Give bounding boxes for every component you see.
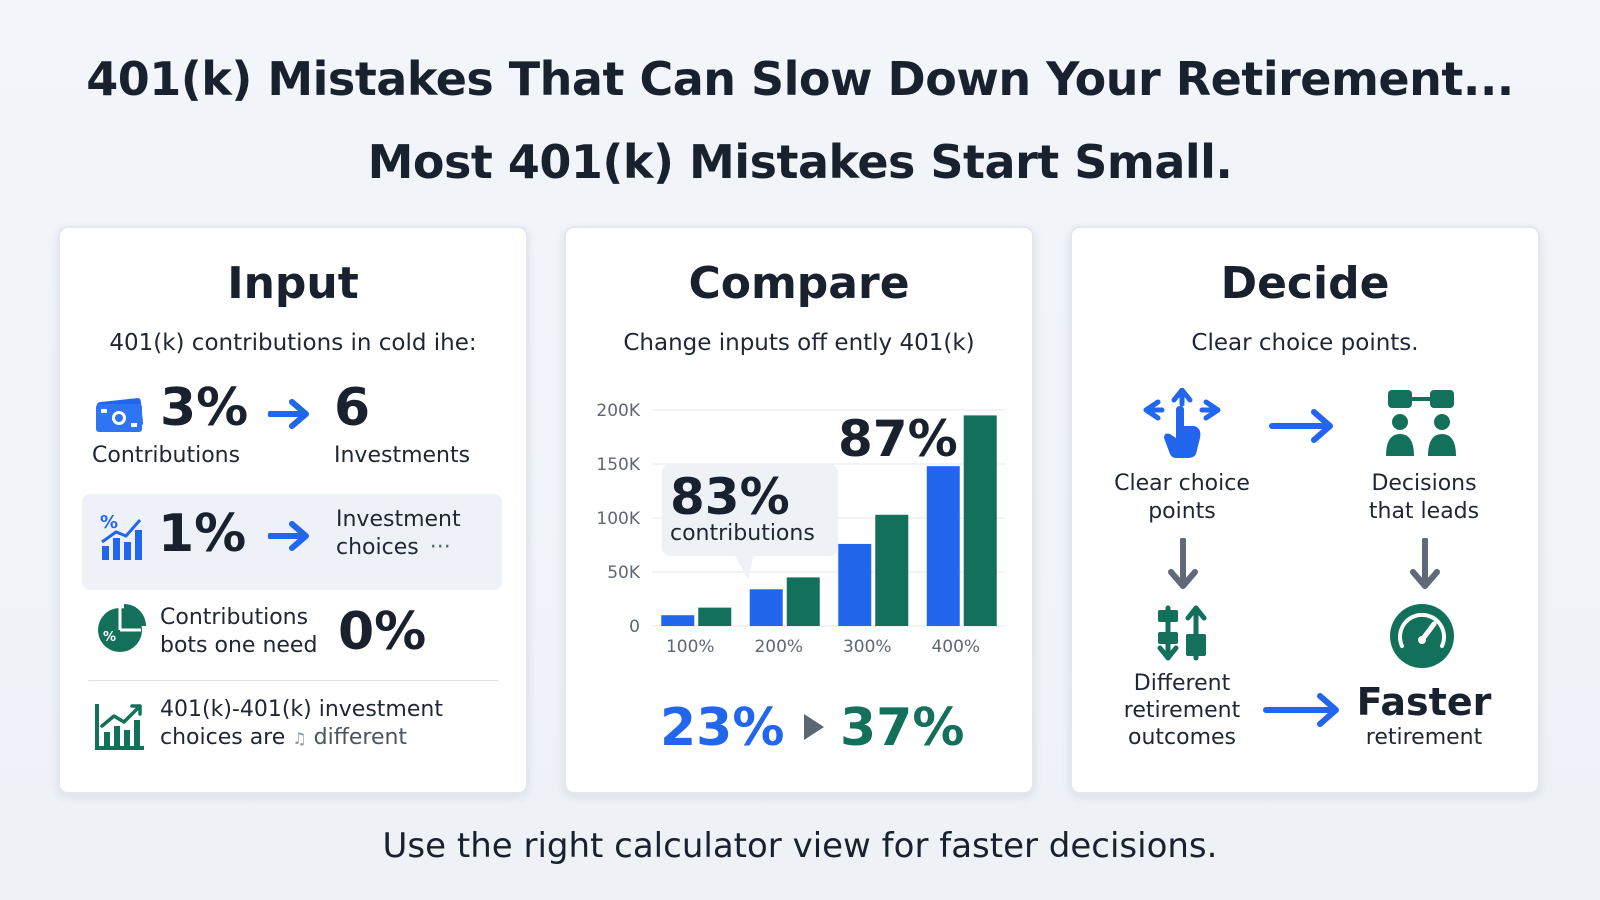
- cash-icon: [96, 398, 144, 432]
- x-tick-label: 400%: [931, 637, 980, 657]
- people-group-icon: [1386, 390, 1456, 456]
- y-tick-label: 0: [629, 617, 640, 637]
- node4-line2: retirement: [1365, 725, 1483, 750]
- bar-blue: [838, 543, 872, 626]
- hand-pointer-arrows-icon: [1143, 388, 1221, 458]
- x-tick-label: 100%: [666, 637, 715, 657]
- play-arrow-icon: [804, 714, 824, 740]
- svg-text:%: %: [100, 512, 118, 533]
- node1-line1: Clear choice: [1114, 471, 1250, 496]
- bar-green: [786, 577, 820, 626]
- highlight-row: [82, 494, 502, 590]
- callout-label: contributions: [670, 521, 815, 546]
- bar-blue: [661, 615, 695, 626]
- compare-card-title: Compare: [688, 258, 910, 309]
- callout-value: 83%: [670, 468, 790, 526]
- row3-value: 0%: [338, 602, 427, 662]
- row4-line2-end: different: [313, 725, 408, 750]
- row3-line2: bots one need: [160, 633, 318, 658]
- bar-green: [698, 607, 732, 626]
- node3-line2: retirement: [1123, 698, 1241, 723]
- arrow-right-icon: [268, 399, 309, 429]
- node3-line1: Different: [1133, 671, 1231, 696]
- y-tick-label: 100K: [596, 509, 640, 529]
- y-tick-label: 200K: [596, 401, 640, 421]
- bar-green: [875, 514, 909, 626]
- decide-card-subtitle: Clear choice points.: [1191, 330, 1419, 356]
- svg-text:%: %: [103, 630, 116, 645]
- node2-line2: that leads: [1368, 499, 1480, 524]
- decide-card-title: Decide: [1220, 258, 1390, 309]
- bar-green: [963, 415, 997, 626]
- result-right-value: 37%: [840, 698, 965, 758]
- bar-blue: [926, 466, 960, 626]
- row1-target-label: Investments: [334, 443, 471, 468]
- arrow-right-icon: [1263, 693, 1339, 727]
- more-dots-icon[interactable]: ···: [429, 535, 451, 560]
- pie-chart-icon: %: [98, 604, 146, 652]
- music-note-icon: ♫: [292, 729, 307, 748]
- row4-line2: choices are: [160, 725, 286, 750]
- arrow-down-icon: [1168, 538, 1198, 589]
- divider: [88, 680, 498, 681]
- x-tick-label: 300%: [843, 637, 892, 657]
- row3-line1: Contributions: [160, 605, 309, 630]
- result-left-value: 23%: [660, 698, 785, 758]
- growth-chart-icon: [95, 704, 144, 750]
- speedometer-icon: [1390, 604, 1454, 668]
- percent-chart-icon: %: [100, 512, 142, 560]
- x-tick-label: 200%: [754, 637, 803, 657]
- decide-card: Decide Clear choice points. Clear choice…: [1070, 226, 1540, 794]
- arrow-right-icon: [1269, 409, 1333, 443]
- peak-label: 87%: [838, 410, 958, 468]
- compare-card-subtitle: Change inputs off ently 401(k): [623, 330, 975, 356]
- row1-label: Contributions: [92, 443, 241, 468]
- row2-value: 1%: [158, 504, 247, 564]
- node3-line3: outcomes: [1127, 725, 1236, 750]
- node4-line1: Faster: [1356, 680, 1492, 724]
- footer-note: Use the right calculator view for faster…: [382, 826, 1218, 866]
- arrow-right-icon: [268, 521, 309, 551]
- page-subtitle: Most 401(k) Mistakes Start Small.: [367, 135, 1233, 189]
- compare-card: Compare Change inputs off ently 401(k) 2…: [564, 226, 1034, 794]
- input-card: Input 401(k) contributions in cold ihe: …: [58, 226, 528, 794]
- row1-value: 3%: [160, 378, 249, 438]
- page-title: 401(k) Mistakes That Can Slow Down Your …: [86, 52, 1514, 106]
- row4-line1: 401(k)-401(k) investment: [160, 697, 443, 722]
- y-tick-label: 50K: [607, 563, 641, 583]
- input-card-title: Input: [227, 258, 359, 309]
- callout-box: [662, 464, 838, 556]
- row2-target-line1: Investment: [336, 507, 461, 532]
- input-card-subtitle: 401(k) contributions in cold ihe:: [109, 330, 477, 356]
- node1-line2: points: [1148, 499, 1216, 524]
- arrow-down-icon: [1410, 538, 1440, 589]
- y-tick-label: 150K: [596, 455, 640, 475]
- callout-pointer: [734, 554, 754, 580]
- row1-target-value: 6: [334, 378, 371, 438]
- row2-target-line2: choices: [336, 535, 419, 560]
- bar-blue: [749, 589, 783, 626]
- node2-line1: Decisions: [1371, 471, 1477, 496]
- sort-arrows-icon: [1157, 605, 1207, 661]
